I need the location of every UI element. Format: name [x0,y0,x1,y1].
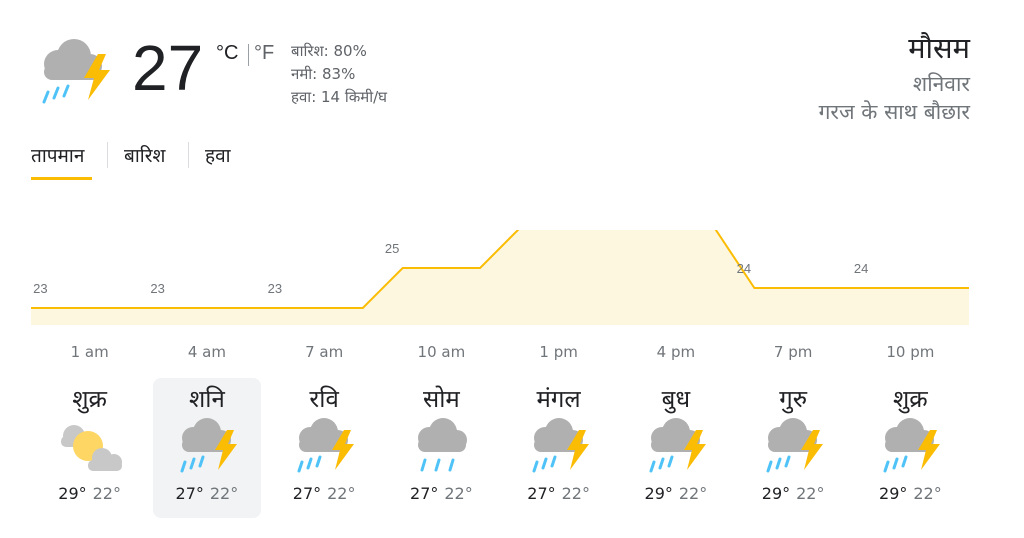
temperature-data-label: 25 [385,241,399,256]
high-temp: 29° [58,484,87,503]
current-day: शनिवार [912,72,970,96]
thunderstorm-icon [42,39,110,104]
day-name: बुध [661,385,691,413]
low-temp: 22° [92,484,121,503]
day-temps: 27° 22° [270,484,378,503]
high-temp: 29° [761,484,791,503]
day-name: रवि [309,385,339,413]
high-temp: 27° [410,484,439,503]
current-condition: गरज के साथ बौछार [818,100,970,124]
active-tab-indicator [31,177,92,180]
day-forecast[interactable]: शुक्र 29° 22° [856,378,964,518]
unit-divider [248,44,249,66]
temperature-data-label: 23 [150,281,164,296]
thunderstorm-icon [175,416,243,478]
day-name: शुक्र [892,385,928,413]
day-temps: 27° 22° [153,484,261,503]
temperature-line [31,230,969,309]
low-temp: 22° [561,484,590,503]
temperature-data-label: 23 [268,281,282,296]
day-name: सोम [422,385,460,413]
day-forecast[interactable]: सोम 27° 22° [387,378,495,518]
high-temp: 29° [879,484,908,503]
thunderstorm-icon [292,416,360,478]
day-forecast[interactable]: बुध 29° 22° [622,378,730,518]
day-temps: 29° 22° [739,484,847,503]
high-temp: 27° [175,484,204,503]
hour-label: 10 pm [886,343,935,361]
day-forecast[interactable]: शुक्र 29° 22° [36,378,144,518]
hour-label: 10 am [417,343,466,361]
day-name: शनि [188,385,225,413]
low-temp: 22° [796,484,825,503]
day-forecast[interactable]: गुरु 29° 22° [739,378,847,518]
low-temp: 22° [913,484,942,503]
weather-title: मौसम [908,31,970,65]
tab-divider [188,142,189,168]
hour-label: 4 pm [656,343,696,361]
day-temps: 27° 22° [387,484,495,503]
partly-cloudy-icon [58,416,126,478]
day-name: शुक्र [72,385,107,413]
low-temp: 22° [444,484,473,503]
day-forecast[interactable]: शनि 27° 22° [152,378,261,518]
hour-label: 7 am [305,343,344,361]
tab-temperature[interactable]: तापमान [31,145,85,167]
temperature-data-label: 23 [33,281,47,296]
day-forecast[interactable]: रवि 27° 22° [270,378,378,518]
day-temps: 29° 22° [622,484,730,503]
day-forecast[interactable]: मंगल 27° 22° [505,378,613,518]
thunderstorm-icon [761,416,829,478]
low-temp: 22° [209,484,239,503]
rain-icon [409,416,477,478]
tab-divider [107,142,108,168]
high-temp: 27° [292,484,322,503]
thunderstorm-icon [527,416,595,478]
thunderstorm-icon [644,416,712,478]
thunderstorm-icon [878,416,946,478]
hour-label: 4 am [187,343,226,361]
temperature-area [31,230,969,325]
day-temps: 29° 22° [856,484,964,503]
temperature-data-label: 24 [737,261,751,276]
hour-label: 1 am [70,343,109,361]
temperature-chart: 2323232527272424 [31,230,969,325]
precipitation-text: बारिश: 80% [291,42,367,60]
high-temp: 29° [644,484,673,503]
wind-text: हवा: 14 किमी/घ [291,88,388,106]
hour-label: 1 pm [539,343,578,361]
low-temp: 22° [327,484,356,503]
low-temp: 22° [678,484,708,503]
day-name: गुरु [779,385,808,413]
tab-wind[interactable]: हवा [205,145,231,167]
unit-celsius-toggle[interactable]: °C [216,42,239,64]
current-details: बारिश: 80% नमी: 83% हवा: 14 किमी/घ [291,40,387,109]
day-name: मंगल [536,385,581,413]
unit-fahrenheit-toggle[interactable]: °F [254,42,275,64]
day-temps: 27° 22° [505,484,613,503]
day-temps: 29° 22° [36,484,144,503]
temperature-data-label: 24 [854,261,868,276]
hour-label: 7 pm [773,343,813,361]
tab-precipitation[interactable]: बारिश [124,145,166,167]
humidity-text: नमी: 83% [291,65,356,83]
current-temperature: 27 [132,32,204,104]
high-temp: 27° [527,484,556,503]
